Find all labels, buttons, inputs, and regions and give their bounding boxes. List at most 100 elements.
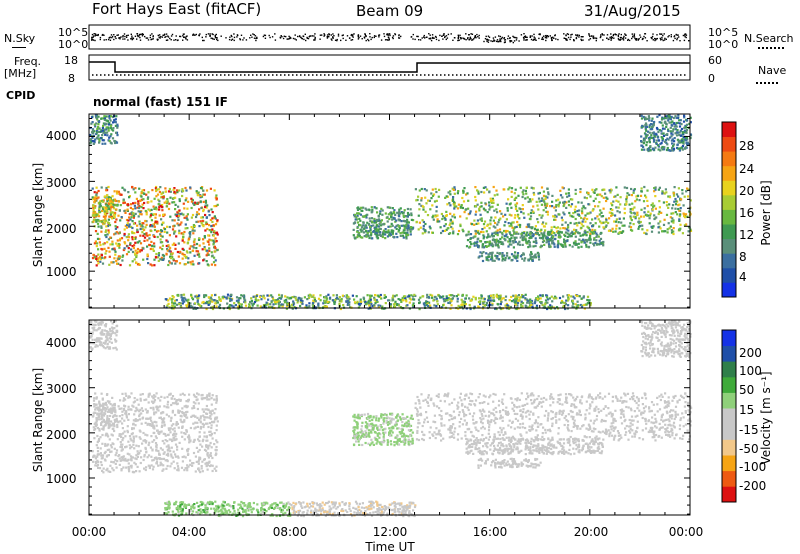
data-cell [667, 138, 670, 141]
noise-point [367, 38, 369, 41]
data-cell [678, 133, 681, 137]
data-cell [188, 247, 191, 250]
data-cell [506, 207, 509, 210]
data-cell [573, 297, 576, 300]
velocity-cb-tick-m50: -50 [739, 442, 759, 456]
data-cell [407, 213, 410, 216]
data-cell [193, 240, 196, 243]
noise-point [591, 35, 593, 37]
data-cell [648, 124, 651, 127]
data-cell [134, 212, 137, 215]
noise-point [589, 35, 591, 38]
data-cell [308, 302, 311, 305]
data-cell [613, 220, 616, 223]
data-cell [642, 200, 646, 203]
data-cell [146, 197, 149, 200]
data-cell [187, 303, 190, 306]
data-cell [589, 238, 592, 241]
data-cell [457, 203, 460, 206]
data-cell [574, 235, 577, 238]
data-cell [301, 302, 304, 305]
data-cell [410, 212, 413, 215]
data-cell [113, 120, 116, 123]
xtick-1: 04:00 [171, 525, 207, 539]
data-cell [134, 253, 137, 256]
data-cell [121, 254, 125, 257]
data-cell [201, 445, 204, 448]
data-cell [467, 207, 470, 210]
data-cell [500, 297, 503, 300]
noise-point [659, 37, 661, 40]
data-cell [513, 216, 516, 219]
data-cell [551, 205, 554, 208]
data-cell [605, 196, 608, 199]
data-cell [602, 244, 605, 247]
data-cell [101, 248, 104, 251]
data-cell [671, 138, 674, 141]
data-cell [679, 223, 682, 226]
data-cell [616, 210, 619, 213]
noise-point [118, 37, 120, 39]
data-cell [688, 143, 691, 146]
noise-point [137, 35, 139, 38]
data-cell [374, 294, 377, 297]
data-cell [598, 243, 601, 246]
data-cell [429, 304, 432, 307]
noise-point [122, 35, 124, 37]
data-cell [667, 149, 670, 152]
data-cell [555, 297, 558, 300]
data-cell [119, 204, 122, 207]
noise-point [569, 38, 571, 41]
noise-point [419, 39, 422, 41]
noise-point [576, 35, 579, 37]
data-cell [123, 241, 126, 244]
noise-point [595, 39, 597, 42]
data-cell [611, 212, 614, 215]
data-cell [361, 236, 364, 239]
noise-point [417, 35, 419, 38]
data-cell [547, 305, 550, 308]
data-cell [312, 299, 315, 302]
data-cell [462, 191, 465, 194]
data-cell [449, 212, 452, 215]
data-cell [559, 194, 563, 197]
data-cell [109, 124, 113, 127]
noise-point [652, 33, 654, 35]
data-cell [539, 294, 542, 297]
data-cell [390, 213, 393, 216]
noise-point [185, 35, 187, 38]
data-cell [646, 199, 649, 202]
data-cell [356, 214, 359, 217]
data-cell [355, 295, 358, 298]
data-cell [114, 250, 117, 253]
noise-point [211, 37, 214, 40]
data-cell [107, 203, 111, 206]
data-cell [127, 413, 130, 416]
data-cell [172, 302, 176, 305]
data-cell [431, 231, 434, 234]
data-cell [208, 301, 211, 304]
data-cell [450, 299, 453, 303]
data-cell [486, 224, 489, 227]
data-cell [424, 231, 427, 234]
data-cell [657, 148, 660, 151]
data-cell [533, 256, 536, 259]
data-cell [109, 135, 112, 138]
data-cell [686, 187, 689, 190]
noise-point [457, 39, 459, 42]
data-cell [162, 432, 165, 435]
data-cell [198, 244, 201, 247]
data-cell [424, 196, 427, 199]
data-cell [460, 204, 463, 207]
data-cell [250, 302, 253, 305]
data-cell [147, 196, 150, 199]
data-cell [447, 297, 450, 300]
data-cell [540, 228, 543, 231]
noise-point [165, 39, 168, 41]
data-cell [429, 293, 432, 296]
noise-point [439, 34, 441, 37]
data-cell [657, 139, 660, 142]
data-cell [153, 213, 156, 216]
noise-point [632, 35, 634, 37]
data-cell [657, 130, 660, 134]
